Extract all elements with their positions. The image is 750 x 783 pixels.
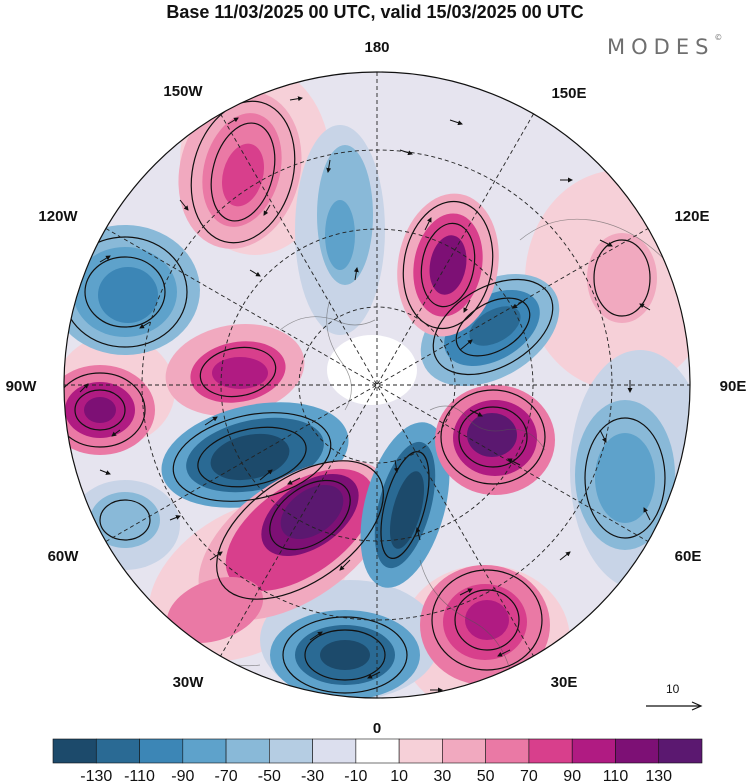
lon-label-90e: 90E <box>720 378 747 395</box>
anomaly-blob <box>212 357 268 389</box>
colorbar-ticks: -130 -110 -90 -70 -50 -30 -10 10 30 50 70 90 110 130 <box>80 768 672 783</box>
colorbar-tick-label: -50 <box>258 768 281 783</box>
colorbar-tick-label: 30 <box>434 768 452 783</box>
wind-vectors <box>79 96 651 693</box>
right-arrow-icon <box>646 701 703 711</box>
anomaly-blob <box>429 235 467 295</box>
colorbar-cell <box>485 738 530 764</box>
streamline-contours <box>64 100 666 694</box>
colorbar-cell <box>398 738 443 764</box>
colorbar-tick-label: 50 <box>477 768 495 783</box>
colorbar-cells <box>52 738 703 764</box>
anomaly-field <box>64 72 690 698</box>
colorbar-tick-label: -90 <box>171 768 194 783</box>
anomaly-blob <box>465 600 509 640</box>
polar-map[interactable]: 180 150E 120E 90E 60E 30E 0 30W 60W 90W … <box>0 0 750 735</box>
colorbar-cell <box>442 738 486 764</box>
colorbar-tick-label: -30 <box>301 768 324 783</box>
map-title: Base 11/03/2025 00 UTC, valid 15/03/2025… <box>166 2 584 22</box>
brand-text: MODES <box>607 35 715 59</box>
polar-gap <box>327 335 417 405</box>
map-boundary <box>63 71 691 699</box>
lon-label-180: 180 <box>364 39 389 56</box>
anomaly-blob <box>221 143 265 207</box>
graticule <box>64 72 690 698</box>
vector-scale-label: 10 <box>666 682 680 696</box>
brand-logo: MODES© <box>607 33 723 59</box>
anomaly-blob <box>587 233 657 323</box>
anomaly-blob <box>166 577 264 643</box>
anomaly-blob <box>389 471 425 549</box>
lon-label-30w: 30W <box>173 674 205 691</box>
anomaly-blob <box>210 433 290 481</box>
anomaly-blob <box>595 433 655 523</box>
colorbar-tick-label: 70 <box>520 768 538 783</box>
colorbar: -130 -110 -90 -70 -50 -30 -10 10 30 50 70 90 110 130 <box>52 738 703 783</box>
colorbar-cell <box>528 738 573 764</box>
lon-label-60e: 60E <box>675 548 702 565</box>
colorbar-tick-label: -10 <box>344 768 367 783</box>
lon-label-30e: 30E <box>551 674 578 691</box>
colorbar-cell <box>52 738 97 764</box>
colorbar-cell <box>95 738 140 764</box>
colorbar-tick-label: 130 <box>645 768 672 783</box>
colorbar-tick-label: -110 <box>124 768 155 783</box>
anomaly-blob <box>469 306 521 346</box>
colorbar-cell <box>269 738 313 764</box>
colorbar-cell <box>355 738 400 764</box>
colorbar-cell <box>571 738 616 764</box>
anomaly-blob <box>320 640 370 670</box>
colorbar-cell <box>182 738 227 764</box>
colorbar-tick-label: -130 <box>80 768 112 783</box>
colorbar-cell <box>139 738 184 764</box>
anomaly-blob <box>280 485 344 539</box>
colorbar-tick-label: -70 <box>215 768 238 783</box>
anomaly-blob <box>84 397 116 423</box>
colorbar-tick-label: 90 <box>563 768 581 783</box>
lon-label-0: 0 <box>373 720 381 735</box>
lon-label-150w: 150W <box>163 83 203 100</box>
anomaly-blob <box>325 200 355 270</box>
colorbar-cell <box>615 738 660 764</box>
lon-label-150e: 150E <box>551 85 586 102</box>
lon-label-60w: 60W <box>48 548 80 565</box>
lon-label-120w: 120W <box>38 208 78 225</box>
colorbar-tick-label: 10 <box>390 768 408 783</box>
colorbar-tick-label: 110 <box>603 768 629 783</box>
anomaly-blob <box>98 267 158 323</box>
colorbar-cell <box>312 738 357 764</box>
lon-label-90w: 90W <box>6 378 38 395</box>
copyright-mark: © <box>714 33 723 42</box>
lon-label-120e: 120E <box>674 208 709 225</box>
colorbar-cell <box>658 738 703 764</box>
anomaly-blob <box>467 413 517 457</box>
colorbar-cell <box>225 738 270 764</box>
